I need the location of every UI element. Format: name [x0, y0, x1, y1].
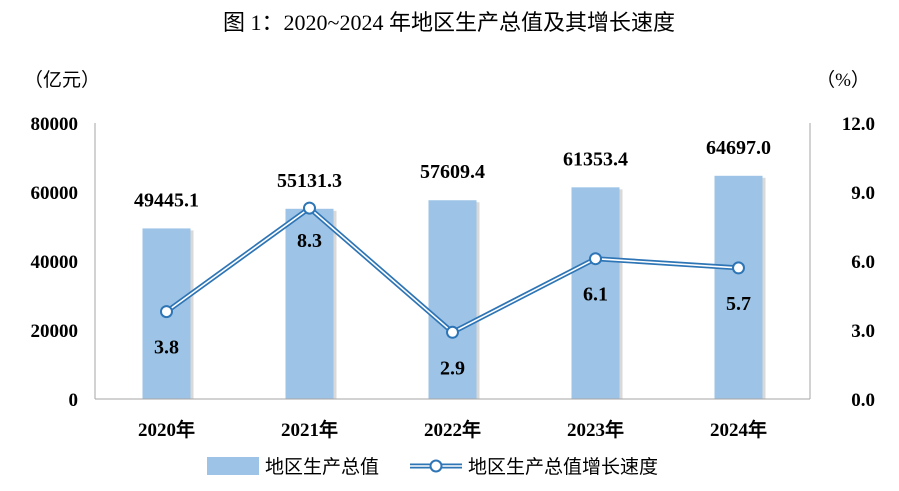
line-series: [160, 201, 745, 339]
chart-title: 图 1：2020~2024 年地区生产总值及其增长速度: [223, 10, 675, 35]
x-tick-label: 2022年: [424, 418, 481, 441]
right-tick-label: 0.0: [851, 390, 875, 411]
x-tick-label: 2020年: [138, 418, 195, 441]
bar-value-label: 55131.3: [277, 170, 342, 192]
growth-point-4: [589, 252, 602, 266]
growth-value-label: 2.9: [440, 357, 465, 379]
bar-value-label: 61353.4: [563, 148, 628, 170]
legend-line-marker: [429, 459, 443, 473]
legend-bar-label: 地区生产总值: [265, 456, 379, 478]
growth-value-label: 5.7: [726, 293, 751, 315]
legend: 地区生产总值 地区生产总值增长速度: [207, 456, 658, 478]
growth-value-label: 8.3: [297, 230, 322, 252]
growth-point-1: [160, 305, 173, 319]
bar-2: [285, 208, 334, 399]
growth-point-2: [303, 201, 316, 215]
legend-line-label: 地区生产总值增长速度: [468, 456, 658, 478]
right-tick-label: 6.0: [851, 252, 875, 273]
bar-value-label: 49445.1: [134, 189, 199, 211]
right-axis-unit: （%）: [816, 69, 870, 91]
right-tick-label: 12.0: [842, 114, 875, 135]
left-tick-label: 0: [69, 390, 79, 411]
legend-bar-swatch: [207, 457, 259, 475]
bar-value-label: 64697.0: [706, 137, 771, 159]
bar-series: [142, 175, 766, 399]
growth-point-3: [446, 325, 459, 339]
growth-point-5: [732, 261, 745, 275]
bar-value-label: 57609.4: [420, 161, 485, 183]
left-tick-label: 80000: [31, 114, 79, 135]
x-tick-label: 2024年: [710, 418, 767, 441]
right-tick-label: 3.0: [851, 321, 875, 342]
data-labels: 49445.1 55131.3 57609.4 61353.4 64697.0 3.8 8.…: [134, 137, 771, 380]
growth-value-label: 6.1: [583, 284, 608, 306]
right-tick-label: 9.0: [851, 183, 875, 204]
bar-4: [571, 187, 620, 399]
left-axis-unit: （亿元）: [24, 69, 100, 91]
left-tick-label: 20000: [31, 321, 79, 342]
x-tick-label: 2023年: [567, 418, 624, 441]
bar-5: [714, 175, 763, 399]
left-tick-label: 40000: [31, 252, 79, 273]
x-tick-label: 2021年: [281, 418, 338, 441]
left-tick-label: 60000: [31, 183, 79, 204]
bar-3: [428, 200, 477, 399]
growth-value-label: 3.8: [154, 337, 179, 359]
axes: 0 20000 40000 60000 80000 0.0 3.0 6.0 9.0 12.0 202…: [31, 114, 876, 441]
